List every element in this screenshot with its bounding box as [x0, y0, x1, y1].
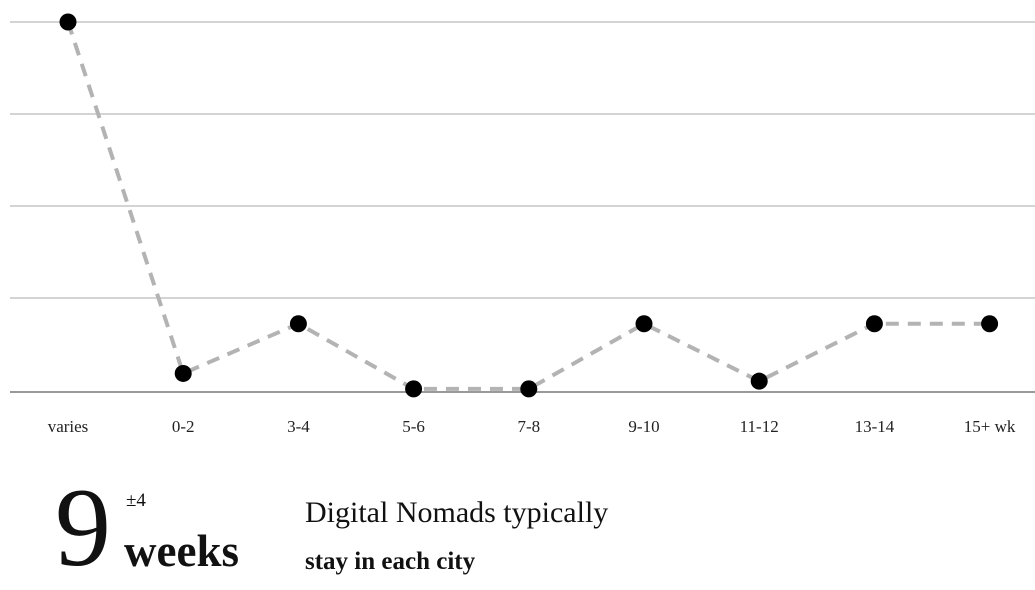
x-tick-label: varies: [48, 417, 89, 436]
data-point-15-wk: [981, 315, 999, 333]
x-tick-label: 7-8: [517, 417, 540, 436]
data-point-9-10: [635, 315, 653, 333]
data-point-0-2: [174, 364, 192, 382]
x-tick-label: 0-2: [172, 417, 195, 436]
x-tick-label: 11-12: [740, 417, 779, 436]
series-line: [66, 21, 990, 391]
typical-stay-number: 9: [55, 466, 111, 590]
chart: varies 0-2 3-4 5-6 7-8 9-10 11-12 13-14 15+ wk: [10, 13, 1035, 436]
stay-deviation: ±4: [126, 490, 146, 511]
line-chart: varies 0-2 3-4 5-6 7-8 9-10 11-12 13-14 15+ wk: [10, 13, 1035, 436]
stay-unit: weeks: [124, 526, 239, 576]
summary-subcaption: stay in each city: [305, 548, 476, 575]
x-tick-label: 3-4: [287, 417, 310, 436]
data-point-varies: [59, 13, 77, 31]
data-point-3-4: [289, 315, 307, 333]
data-point-5-6: [405, 380, 423, 398]
x-tick-label: 13-14: [855, 417, 895, 436]
summary-caption: Digital Nomads typically: [305, 496, 609, 529]
data-point-7-8: [520, 380, 538, 398]
x-tick-label: 15+ wk: [964, 417, 1016, 436]
x-tick-label: 5-6: [402, 417, 425, 436]
data-point-13-14: [865, 315, 883, 333]
x-tick-label: 9-10: [628, 417, 659, 436]
data-point-11-12: [750, 372, 768, 390]
summary-panel: 9 ±4 weeks Digital Nomads typically stay…: [0, 466, 1035, 590]
